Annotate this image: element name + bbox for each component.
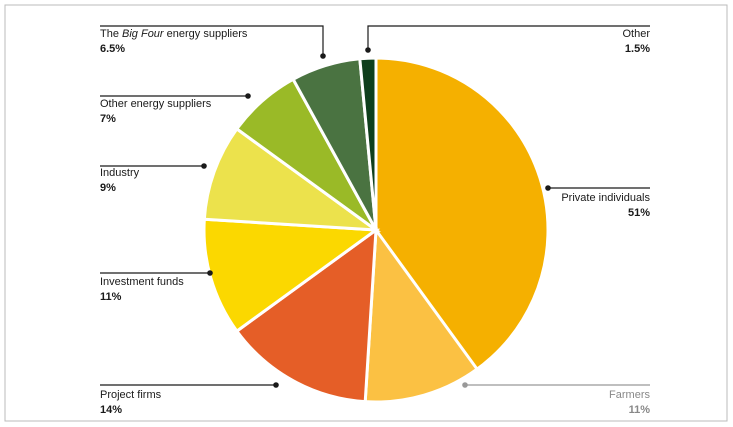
frame xyxy=(4,4,728,422)
label-part: Industry xyxy=(100,167,140,179)
label-part: The xyxy=(100,28,122,40)
value-label: 1.5% xyxy=(625,43,650,55)
slice xyxy=(363,225,480,404)
slice xyxy=(234,226,378,404)
slice-label: Private individuals xyxy=(561,192,650,204)
value-label: 14% xyxy=(100,404,122,416)
leader-dot xyxy=(273,382,279,388)
slice-label: Investment funds xyxy=(100,276,184,288)
value-label: 11% xyxy=(629,404,651,416)
slice-label: Other energy suppliers xyxy=(100,98,212,110)
slice xyxy=(202,217,381,334)
slice xyxy=(202,126,382,232)
label-part: Private individuals xyxy=(561,192,650,204)
leader-line xyxy=(100,25,324,56)
leader-dot xyxy=(201,163,207,169)
label-part: Investment funds xyxy=(100,276,184,288)
value-label: 6.5% xyxy=(100,43,125,55)
label-part: Project firms xyxy=(100,389,162,401)
label-part: Farmers xyxy=(609,389,650,401)
slice-label: Farmers xyxy=(609,389,650,401)
leader-dot xyxy=(320,53,326,59)
label-part: Big Four xyxy=(122,28,165,40)
slice-label: Project firms xyxy=(100,389,162,401)
slice xyxy=(358,56,378,231)
leader-dot xyxy=(245,93,251,99)
label-part: Other xyxy=(622,28,650,40)
label-part: energy suppliers xyxy=(164,28,248,40)
leader-dot xyxy=(365,47,371,53)
leader-dot xyxy=(462,382,468,388)
slice-label: Industry xyxy=(100,167,140,179)
slice-label: Other xyxy=(622,28,650,40)
leader-dot xyxy=(207,270,213,276)
value-label: 7% xyxy=(100,113,116,125)
leader-line xyxy=(367,25,650,50)
value-label: 11% xyxy=(100,291,122,303)
value-label: 51% xyxy=(628,207,650,219)
slice-label: The Big Four energy suppliers xyxy=(100,28,248,40)
label-part: Other energy suppliers xyxy=(100,98,212,110)
value-label: 9% xyxy=(100,182,116,194)
leader-dot xyxy=(545,185,551,191)
